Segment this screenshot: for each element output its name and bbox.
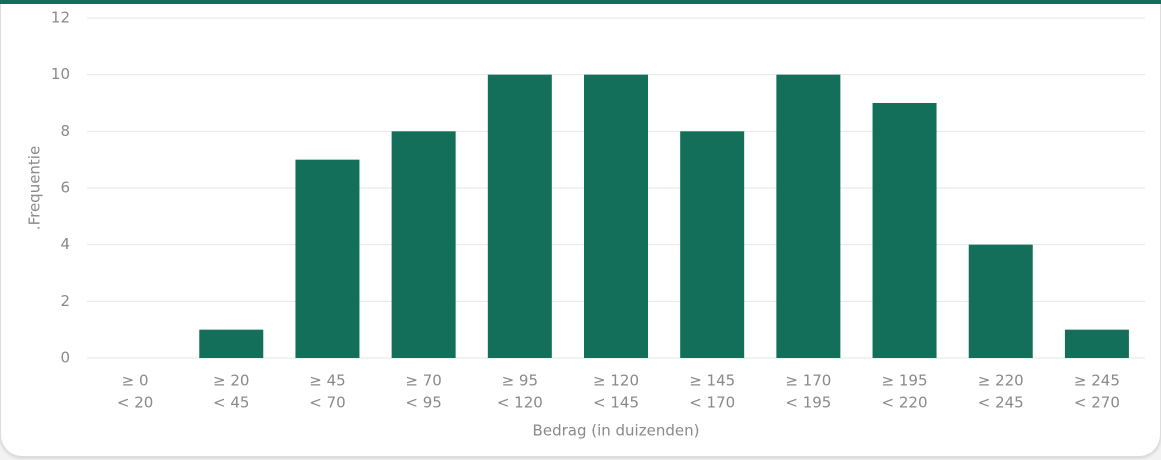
bar xyxy=(680,131,745,358)
x-tick-label: ≥ 220 xyxy=(978,372,1024,390)
x-tick-label: < 20 xyxy=(117,394,153,412)
x-tick-label: ≥ 70 xyxy=(405,372,441,390)
y-tick-label: 10 xyxy=(51,65,70,83)
bar xyxy=(295,159,360,358)
bar xyxy=(776,74,841,359)
y-tick-label: 12 xyxy=(51,9,70,27)
top-bar xyxy=(0,0,1161,4)
x-tick-label: < 220 xyxy=(882,394,928,412)
bar xyxy=(199,329,264,358)
x-tick-label: ≥ 95 xyxy=(502,372,538,390)
bar xyxy=(487,74,552,359)
x-tick-label: < 245 xyxy=(978,394,1024,412)
x-tick-label: < 120 xyxy=(497,394,543,412)
x-tick-label: ≥ 145 xyxy=(689,372,735,390)
x-tick-label: < 70 xyxy=(309,394,345,412)
x-tick-label: ≥ 0 xyxy=(122,372,149,390)
x-tick-label: ≥ 195 xyxy=(882,372,928,390)
x-tick-label: < 170 xyxy=(689,394,735,412)
y-tick-label: 6 xyxy=(60,179,70,197)
x-tick-label: < 95 xyxy=(405,394,441,412)
x-tick-label: ≥ 120 xyxy=(593,372,639,390)
y-tick-label: 4 xyxy=(60,235,70,253)
x-tick-label: ≥ 45 xyxy=(309,372,345,390)
bar xyxy=(584,74,648,359)
y-tick-label: 8 xyxy=(60,122,70,140)
bar xyxy=(872,103,937,358)
x-tick-label: ≥ 245 xyxy=(1074,372,1120,390)
x-tick-label: < 270 xyxy=(1074,394,1120,412)
x-axis-label: Bedrag (in duizenden) xyxy=(533,422,700,440)
bar xyxy=(391,131,456,358)
x-tick-label: ≥ 20 xyxy=(213,372,249,390)
x-tick-label: ≥ 170 xyxy=(785,372,831,390)
y-tick-label: 2 xyxy=(60,292,70,310)
x-tick-label: < 195 xyxy=(785,394,831,412)
bar xyxy=(968,244,1033,358)
y-axis-label: .Frequentie xyxy=(26,146,44,230)
x-tick-label: < 45 xyxy=(213,394,249,412)
y-tick-label: 0 xyxy=(60,349,70,367)
x-tick-label: < 145 xyxy=(593,394,639,412)
bar xyxy=(1064,329,1129,358)
